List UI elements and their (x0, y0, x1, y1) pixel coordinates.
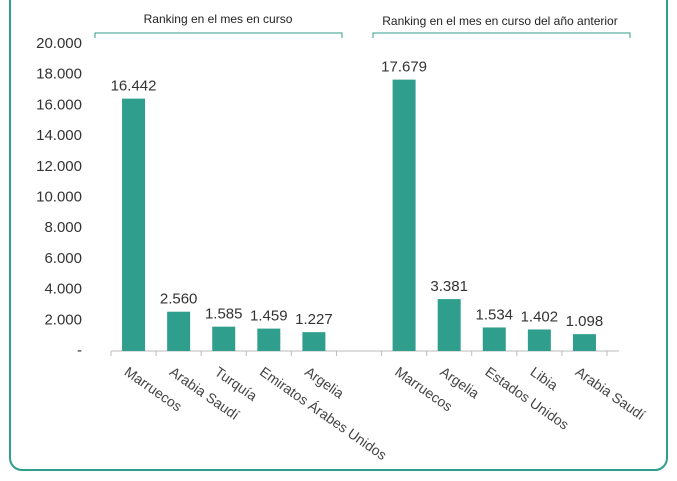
value-label: 3.381 (430, 278, 468, 295)
y-tick-label: 10.000 (36, 188, 82, 205)
bar (392, 79, 416, 351)
bar (572, 334, 596, 351)
y-tick-label: 2.000 (44, 311, 82, 328)
bar (302, 332, 326, 351)
bar (527, 329, 551, 351)
y-tick-label: - (77, 342, 82, 359)
y-tick-label: 12.000 (36, 158, 82, 175)
bar (167, 311, 191, 351)
y-tick-label: 20.000 (36, 35, 82, 52)
y-tick-label: 14.000 (36, 127, 82, 144)
bracket (94, 32, 343, 38)
y-tick-label: 8.000 (44, 219, 82, 236)
value-label: 1.585 (205, 306, 243, 323)
value-label: 2.560 (160, 291, 198, 308)
x-tick-label: Arabia Saudí (573, 363, 649, 423)
value-label: 1.459 (250, 308, 288, 325)
y-tick-label: 6.000 (44, 250, 82, 267)
annotation: Ranking en el mes en curso (144, 12, 293, 26)
bar (437, 299, 461, 351)
value-label: 17.679 (381, 59, 427, 76)
bar (257, 328, 281, 351)
bracket (372, 32, 631, 38)
bar (122, 98, 146, 352)
value-label: 1.227 (295, 311, 333, 328)
value-label: 1.402 (521, 308, 559, 325)
value-label: 1.098 (566, 313, 604, 330)
x-tick-label: Estados Unidos (482, 363, 572, 432)
bar (482, 327, 506, 351)
y-tick-label: 4.000 (44, 281, 82, 298)
value-label: 1.534 (475, 306, 513, 323)
annotation: Ranking en el mes en curso del año anter… (382, 14, 617, 28)
x-tick-label: Libia (528, 363, 562, 393)
value-label: 16.442 (111, 78, 157, 95)
frame (9, 0, 668, 471)
y-tick-label: 16.000 (36, 96, 82, 113)
y-tick-label: 18.000 (36, 66, 82, 83)
bar (212, 326, 236, 351)
